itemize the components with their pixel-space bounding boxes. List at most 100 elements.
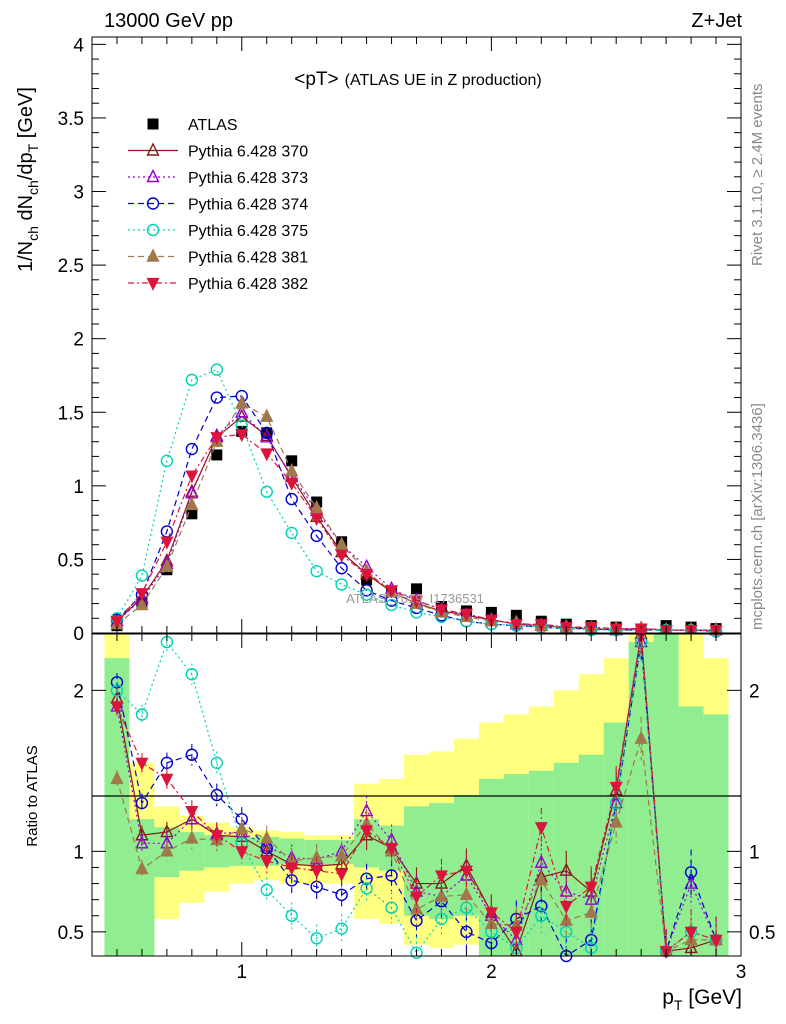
- ratio-data-point: [360, 825, 374, 839]
- ratio-data-point: [135, 860, 149, 875]
- ratio-y-tick-label-right: 2: [749, 681, 760, 702]
- main-data-point: [160, 454, 174, 468]
- main-y-tick-label: 1.5: [58, 403, 84, 424]
- main-data-point: [285, 526, 298, 540]
- ratio-data-point: [385, 901, 398, 914]
- main-title: <pT> (ATLAS UE in Z production): [294, 69, 541, 90]
- main-data-point: [260, 426, 273, 440]
- rivet-version-label: Rivet 3.1.10, ≥ 2.4M events: [749, 84, 766, 267]
- main-data-point: [135, 588, 149, 602]
- main-title-sub: (ATLAS UE in Z production): [345, 72, 542, 89]
- main-data-point: [310, 499, 324, 514]
- ratio-data-point: [210, 830, 224, 844]
- process-label: Z+Jet: [691, 10, 742, 32]
- main-data-point: [310, 529, 323, 543]
- ratio-panel: 0.5 0.5 1 1 2 2 1 2 3: [58, 625, 775, 983]
- main-y-tick-label: 2: [73, 330, 84, 351]
- legend-marker: [146, 197, 160, 210]
- ratio-data-point: [185, 830, 199, 844]
- main-data-point: [360, 588, 373, 601]
- legend-label: Pythia 6.428 370: [188, 144, 308, 161]
- main-data-point: [410, 595, 423, 609]
- ratio-data-point: [135, 835, 149, 849]
- ratio-data-point: [584, 904, 598, 918]
- ratio-data-point: [185, 811, 199, 825]
- ratio-y-tick-label-right: 1: [749, 842, 760, 863]
- main-data-point: [385, 585, 399, 599]
- ratio-y-tick-label: 1: [73, 842, 84, 863]
- ratio-x-tick-label: 3: [736, 962, 747, 983]
- ratio-data-point: [609, 814, 623, 828]
- ratio-data-point: [185, 805, 199, 819]
- main-data-point: [210, 432, 224, 446]
- ratio-data-point: [110, 770, 124, 785]
- ratio-data-point: [584, 881, 598, 895]
- main-axes: 0 0.5 1 1.5 2 2.5 3 3.5 4: [58, 35, 741, 645]
- ratio-data-point: [310, 865, 324, 879]
- main-data-point: [235, 429, 249, 443]
- ratio-data-point: [385, 843, 399, 856]
- ratio-data-point: [285, 862, 299, 876]
- main-y-tick-label: 4: [73, 35, 84, 56]
- main-data-point: [260, 408, 274, 422]
- ratio-data-point: [335, 922, 348, 935]
- ratio-series-group: [110, 625, 723, 963]
- ratio-data-point: [260, 855, 274, 869]
- main-y-tick-label: 0: [73, 624, 84, 645]
- main-data-point: [185, 373, 199, 387]
- main-data-point: [211, 449, 223, 461]
- main-y-tick-label: 3.5: [58, 109, 84, 130]
- main-data-point: [210, 391, 224, 404]
- main-data-point: [135, 596, 149, 611]
- ratio-data-point: [559, 900, 573, 914]
- ratio-y-tick-label-right: 0.5: [749, 923, 775, 944]
- ratio-data-point: [160, 843, 174, 857]
- ratio-data-point: [235, 846, 249, 860]
- main-title-main: <pT>: [294, 69, 338, 90]
- ratio-data-point: [460, 925, 473, 939]
- main-data-point: [210, 363, 224, 376]
- ratio-data-point: [459, 865, 473, 879]
- legend-marker: [146, 142, 160, 156]
- ratio-x-tick-label: 2: [486, 962, 497, 983]
- legend-label: Pythia 6.428 382: [188, 276, 308, 293]
- ratio-data-point: [135, 796, 149, 810]
- main-data-point: [509, 619, 523, 633]
- collision-label: 13000 GeV pp: [104, 10, 233, 32]
- main-panel: ATLAS_2019_I1736531 0 0.5 1 1.5 2 2.5 3 3.5 4 <p…: [58, 35, 742, 645]
- main-data-point: [160, 536, 174, 550]
- main-data-point: [185, 496, 199, 511]
- mcplots-reference-label: mcplots.cern.ch [arXiv:1306.3436]: [749, 403, 766, 630]
- ratio-data-point: [410, 891, 423, 905]
- ratio-data-point: [210, 788, 224, 802]
- legend: ATLAS Pythia 6.428 370 Pythia 6.428 373 Pyt…: [128, 117, 308, 293]
- ratio-data-point: [434, 888, 449, 902]
- ratio-data-point: [634, 730, 648, 744]
- main-data-point: [286, 455, 298, 467]
- ratio-data-point: [559, 862, 573, 876]
- legend-marker: [147, 118, 159, 130]
- ratio-data-point: [684, 926, 698, 940]
- ratio-data-point: [434, 870, 448, 884]
- watermark-label: ATLAS_2019_I1736531: [346, 591, 484, 606]
- ratio-data-point: [385, 869, 398, 882]
- legend-marker: [146, 248, 160, 262]
- ratio-data-point: [210, 756, 224, 769]
- main-data-point: [335, 549, 349, 563]
- main-data-point: [260, 429, 274, 443]
- main-data-point: [185, 442, 199, 456]
- main-data-point: [110, 616, 124, 630]
- ratio-y-tick-label: 0.5: [58, 923, 84, 944]
- main-data-point: [185, 470, 199, 484]
- ratio-data-point: [335, 868, 349, 882]
- legend-label: Pythia 6.428 374: [188, 197, 308, 214]
- ratio-y-axis-label: Ratio to ATLAS: [24, 745, 41, 846]
- ratio-data-point: [534, 872, 548, 886]
- main-y-tick-label: 1: [73, 477, 84, 498]
- ratio-data-point: [135, 708, 149, 721]
- ratio-data-point: [534, 822, 548, 836]
- legend-marker: [146, 277, 160, 291]
- main-data-point: [411, 583, 422, 595]
- ratio-x-tick-label: 1: [236, 962, 247, 983]
- ratio-data-point: [459, 886, 474, 901]
